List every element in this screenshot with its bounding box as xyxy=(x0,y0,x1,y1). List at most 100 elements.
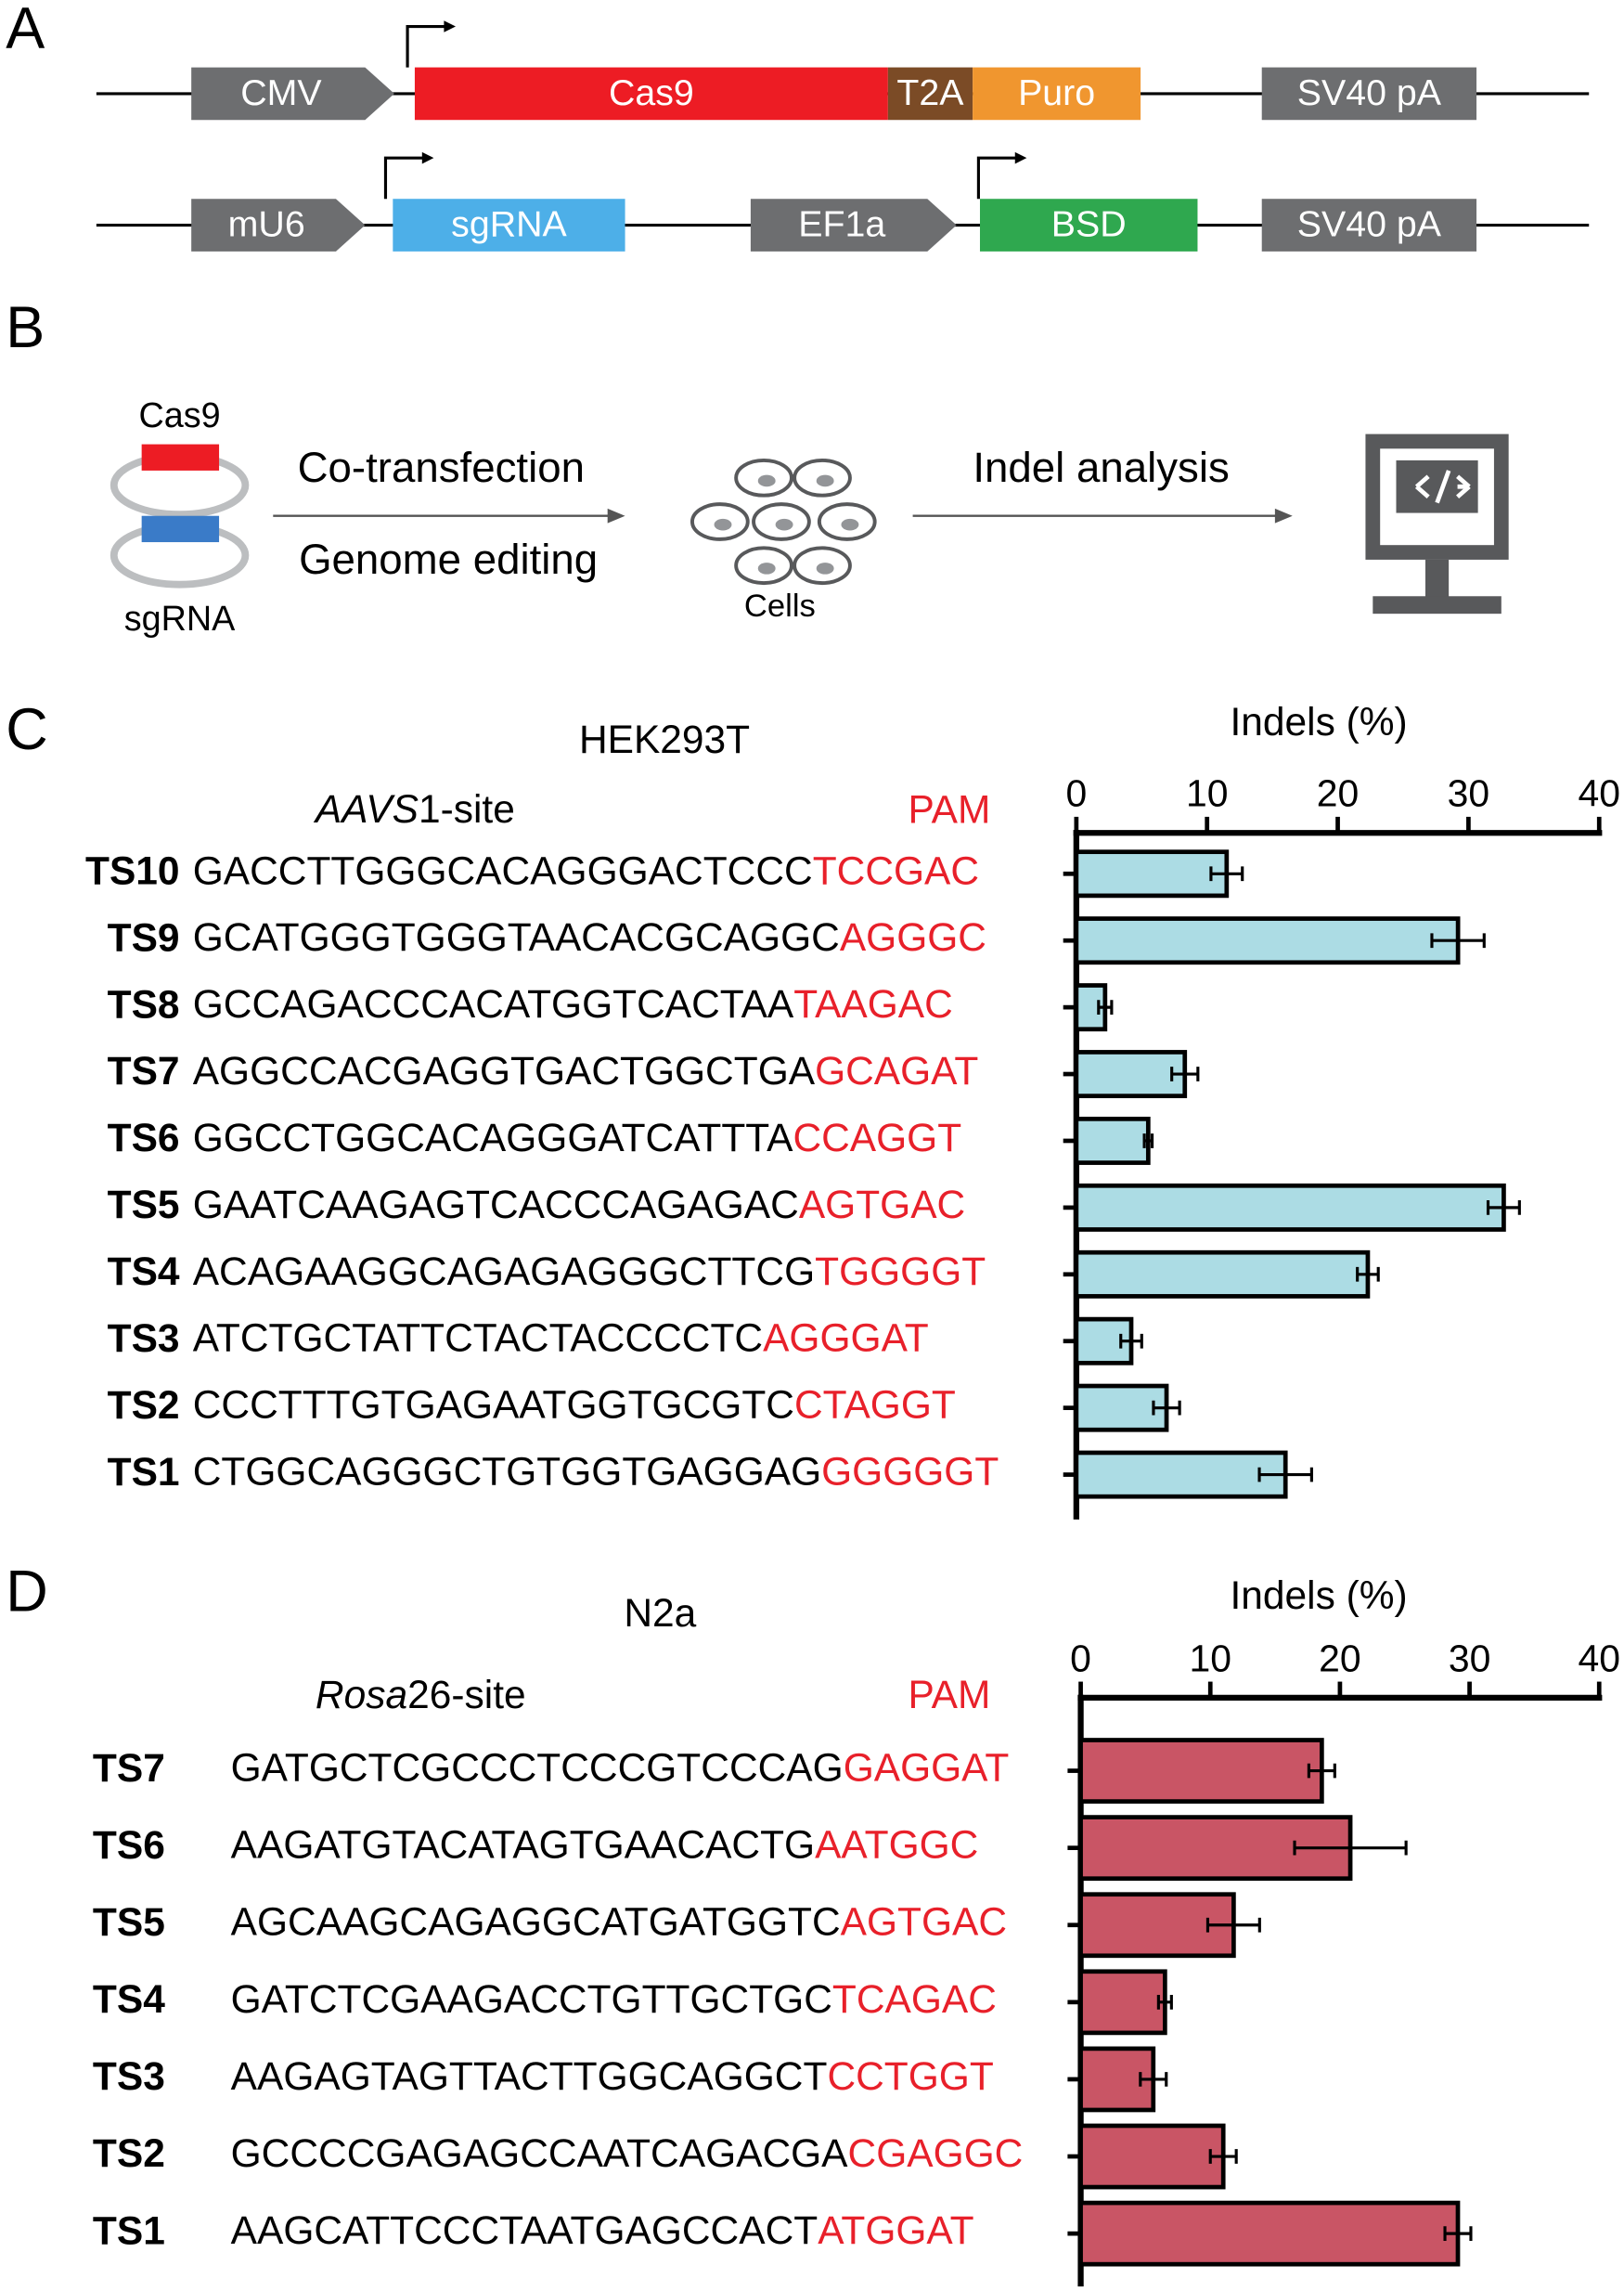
category-label: TS5 xyxy=(108,1184,180,1227)
category-label: TS2 xyxy=(108,1384,180,1428)
category-label: TS8 xyxy=(108,983,180,1027)
error-bar xyxy=(1208,2149,1238,2164)
bar xyxy=(1078,1738,1324,1804)
error-bar xyxy=(1486,1200,1521,1215)
element-label: Puro xyxy=(1018,72,1095,113)
gene-element xyxy=(979,199,1198,252)
error-bar xyxy=(1170,1067,1200,1081)
pam: CTAGGT xyxy=(794,1384,956,1428)
site-rest: 1-site xyxy=(419,788,515,832)
bar xyxy=(1074,1249,1371,1299)
category-label: TS7 xyxy=(108,1050,180,1094)
step-label: Genome editing xyxy=(299,536,598,583)
protospacer: ACAGAAGGCAGAGAGGGCTTCG xyxy=(193,1250,815,1294)
protospacer: AAGCATTCCCTAATGAGCCACT xyxy=(231,2209,818,2253)
gene-element xyxy=(1261,67,1477,121)
bar xyxy=(1074,1116,1151,1165)
category-label: TS7 xyxy=(93,1747,165,1791)
sequence: GACCTTGGGCACAGGGACTCCCTCCGAC xyxy=(193,850,979,894)
protospacer: GGCCTGGCACAGGGATCATTTA xyxy=(193,1117,793,1160)
bar xyxy=(1074,1383,1169,1432)
x-tick-label: 20 xyxy=(1317,772,1360,815)
protospacer: ATCTGCTATTCTACTACCCCTC xyxy=(193,1317,763,1361)
arrowhead xyxy=(1014,151,1027,164)
element-label: CMV xyxy=(240,72,322,113)
error-bar xyxy=(1119,1333,1143,1349)
bar xyxy=(1078,2123,1226,2190)
monitor-stand xyxy=(1424,559,1450,600)
monitor-base xyxy=(1373,596,1502,615)
protospacer: CCCTTTGTGAGAATGGTGCGTC xyxy=(193,1384,794,1428)
bar xyxy=(1078,2200,1461,2267)
nucleus xyxy=(775,518,793,531)
sequence: AAGCATTCCCTAATGAGCCACTATGGAT xyxy=(231,2209,974,2253)
bar xyxy=(1074,849,1230,899)
x-tick-label: 40 xyxy=(1578,772,1620,815)
x-tick-label: 0 xyxy=(1070,1637,1091,1679)
pam: CGAGGC xyxy=(848,2132,1024,2176)
sequence: GCCCCGAGAGCCAATCAGACGACGAGGC xyxy=(231,2132,1024,2176)
constructs: CMV Cas9 T2A Puro SV40 pA mU6 sgRNA EF1a BSD SV40… xyxy=(191,67,1477,252)
sequence: ACAGAAGGCAGAGAGGGCTTCGTGGGGT xyxy=(193,1250,986,1294)
x-tick-label: 20 xyxy=(1319,1637,1361,1679)
error-bar xyxy=(1209,866,1244,882)
category-label: TS6 xyxy=(93,1824,165,1868)
category-label: TS2 xyxy=(93,2132,165,2176)
plasmid-insert xyxy=(141,444,220,471)
error-bar xyxy=(1205,1917,1261,1933)
x-tick-label: 0 xyxy=(1065,772,1087,815)
step-label: Co-transfection xyxy=(298,444,585,491)
promoter-element xyxy=(191,199,366,252)
protospacer: GCCCCGAGAGCCAATCAGACGA xyxy=(231,2132,849,2176)
x-tick-label: 10 xyxy=(1189,1637,1231,1679)
sequence: GCCAGACCCACATGGTCACTAATAAGAC xyxy=(193,983,953,1027)
plasmid-label: Cas9 xyxy=(138,396,220,435)
x-tick-label: 30 xyxy=(1448,772,1490,815)
promoter-arrow xyxy=(383,156,425,200)
chart-title: N2a xyxy=(624,1592,696,1636)
category-label: TS9 xyxy=(108,916,180,960)
pam: AGGGAT xyxy=(763,1317,929,1361)
category-label: TS10 xyxy=(85,850,180,894)
element-label: SV40 pA xyxy=(1297,204,1442,245)
error-bar xyxy=(1152,1400,1181,1416)
protospacer: GCATGGGTGGGTAACACGCAGGC xyxy=(193,916,840,960)
pam: TCCGAC xyxy=(813,850,979,894)
protospacer: GATGCTCGCCCTCCCGTCCCAG xyxy=(231,1747,844,1791)
element-label: EF1a xyxy=(798,204,885,245)
site-rest: 26-site xyxy=(407,1674,526,1717)
protospacer: CTGGCAGGGCTGTGGTGAGGAG xyxy=(193,1451,821,1495)
error-bar xyxy=(1156,1994,1173,2010)
category-label: TS1 xyxy=(108,1451,180,1495)
pam-header: PAM xyxy=(908,788,990,832)
protospacer: GATCTCGAAGACCTGTTGCTGC xyxy=(231,1978,832,2022)
axis-title: Indels (%) xyxy=(1230,1574,1407,1618)
promoter-arrows xyxy=(383,24,1018,200)
protospacer: AGCAAGCAGAGGCATGATGGTC xyxy=(231,1901,841,1945)
nucleus xyxy=(757,563,776,575)
pam: CCTGGT xyxy=(827,2055,993,2099)
panel-label: A xyxy=(6,0,45,60)
error-bar xyxy=(1430,933,1486,949)
error-bar xyxy=(1257,1467,1313,1482)
arrowhead xyxy=(1274,508,1293,524)
sequence: ATCTGCTATTCTACTACCCCTCAGGGAT xyxy=(193,1317,929,1361)
x-tick-label: 30 xyxy=(1449,1637,1491,1679)
step-label: Indel analysis xyxy=(973,444,1229,491)
sequence: GATCTCGAAGACCTGTTGCTGCTCAGAC xyxy=(231,1978,997,2022)
arrowheads xyxy=(421,20,1027,164)
sequence: CCCTTTGTGAGAATGGTGCGTCCTAGGT xyxy=(193,1384,956,1428)
promoter-element xyxy=(191,67,394,121)
protospacer: AAGATGTACATAGTGAACACTG xyxy=(231,1824,815,1868)
error-bar xyxy=(1443,2226,1473,2241)
bar xyxy=(1074,916,1461,965)
panel-label: C xyxy=(6,697,47,762)
x-tick-label: 40 xyxy=(1578,1637,1620,1679)
error-bar xyxy=(1142,1133,1154,1148)
bar xyxy=(1074,1050,1188,1099)
sequence: GCATGGGTGGGTAACACGCAGGCAGGGC xyxy=(193,916,986,960)
element-label: Cas9 xyxy=(609,72,694,113)
promoter-element xyxy=(750,199,957,252)
protospacer: GAATCAAGAGTCACCCAGAGAC xyxy=(193,1184,799,1227)
